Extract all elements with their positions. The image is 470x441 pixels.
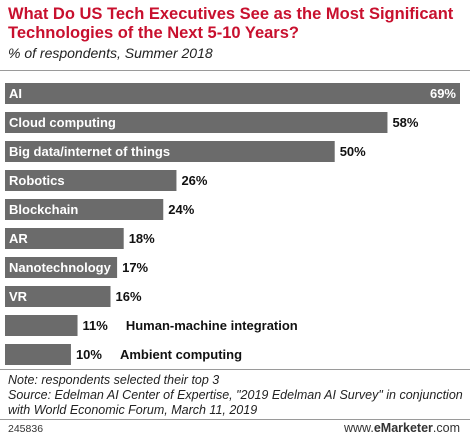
value-label-cloud-computing: 58% bbox=[392, 115, 418, 130]
bar-ambient-computing bbox=[5, 344, 71, 365]
category-label-human-machine-integration: Human-machine integration bbox=[126, 318, 298, 333]
top-divider bbox=[0, 70, 470, 71]
value-label-big-data-internet-of-things: 50% bbox=[340, 144, 366, 159]
bar-robotics bbox=[5, 170, 177, 191]
bar-vr bbox=[5, 286, 111, 307]
value-label-nanotechnology: 17% bbox=[122, 260, 148, 275]
category-label-vr: VR bbox=[9, 289, 28, 304]
brand-logo: www.eMarketer.com bbox=[344, 421, 460, 435]
bar-big-data-internet-of-things bbox=[5, 141, 335, 162]
bar-ar bbox=[5, 228, 124, 249]
category-label-cloud-computing: Cloud computing bbox=[9, 115, 116, 130]
note-text: Note: respondents selected their top 3 bbox=[8, 373, 220, 387]
category-label-robotics: Robotics bbox=[9, 173, 65, 188]
chart-subtitle: % of respondents, Summer 2018 bbox=[8, 45, 213, 61]
category-label-nanotechnology: Nanotechnology bbox=[9, 260, 112, 275]
value-label-robotics: 26% bbox=[181, 173, 207, 188]
chart-note: Note: respondents selected their top 3 S… bbox=[8, 373, 463, 418]
brand-prefix: www. bbox=[343, 421, 374, 435]
value-label-blockchain: 24% bbox=[168, 202, 194, 217]
bar-cloud-computing bbox=[5, 112, 388, 133]
bar-nanotechnology bbox=[5, 257, 118, 278]
bar-blockchain bbox=[5, 199, 164, 220]
note-divider bbox=[0, 369, 470, 370]
brand-name: eMarketer bbox=[373, 421, 433, 435]
bar-chart: 69% AI 58% Cloud computing 50% Big data/inter… bbox=[5, 83, 460, 365]
bar-human-machine-integration bbox=[5, 315, 78, 336]
category-label-ar: AR bbox=[9, 231, 28, 246]
brand-suffix: .com bbox=[432, 421, 460, 435]
category-label-ai: AI bbox=[9, 86, 22, 101]
source-text: Source: Edelman AI Center of Expertise, … bbox=[8, 388, 463, 417]
value-label-ai: 69% bbox=[430, 86, 456, 101]
footer-divider bbox=[0, 419, 470, 420]
chart-title: What Do US Tech Executives See as the Mo… bbox=[8, 5, 454, 42]
bar-ai bbox=[5, 83, 460, 104]
category-label-big-data-internet-of-things: Big data/internet of things bbox=[9, 144, 170, 159]
value-label-ar: 18% bbox=[129, 231, 155, 246]
value-label-human-machine-integration: 11% bbox=[83, 318, 109, 333]
value-label-ambient-computing: 10% bbox=[76, 347, 102, 362]
category-label-ambient-computing: Ambient computing bbox=[120, 347, 242, 362]
value-label-vr: 16% bbox=[116, 289, 142, 304]
category-label-blockchain: Blockchain bbox=[9, 202, 78, 217]
chart-id: 245836 bbox=[8, 423, 44, 435]
